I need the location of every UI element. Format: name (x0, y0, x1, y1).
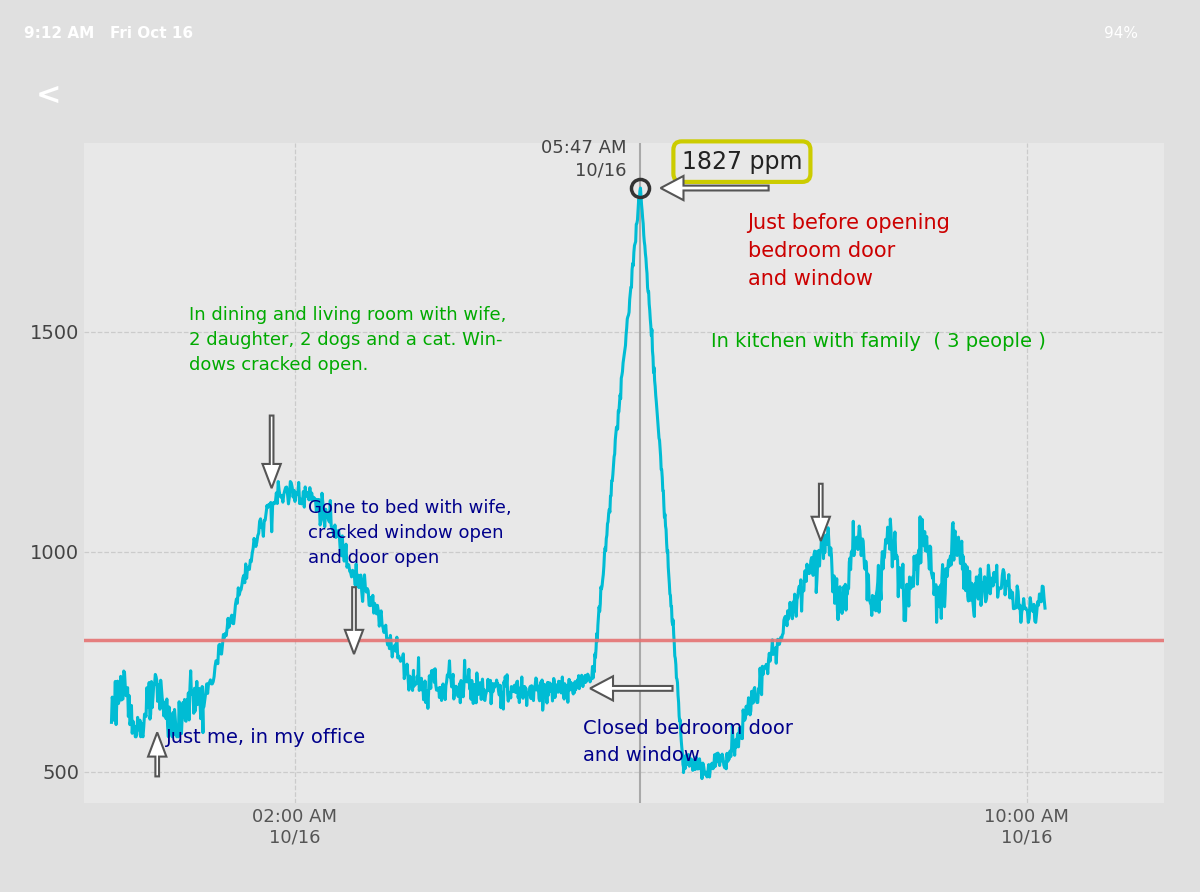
FancyArrow shape (344, 587, 364, 654)
Text: Just me, in my office: Just me, in my office (167, 728, 366, 747)
FancyArrow shape (811, 483, 830, 541)
Text: 1827 ppm: 1827 ppm (682, 150, 802, 174)
FancyArrow shape (661, 176, 769, 200)
Text: <: < (36, 81, 61, 111)
Text: Gone to bed with wife,
cracked window open
and door open: Gone to bed with wife, cracked window op… (308, 500, 512, 567)
Text: Just before opening
bedroom door
and window: Just before opening bedroom door and win… (748, 213, 950, 289)
Text: In dining and living room with wife,
2 daughter, 2 dogs and a cat. Win-
dows cra: In dining and living room with wife, 2 d… (190, 306, 506, 374)
Text: 94%: 94% (1104, 26, 1138, 41)
Text: In kitchen with family  ( 3 people ): In kitchen with family ( 3 people ) (710, 332, 1046, 351)
FancyArrow shape (590, 676, 672, 700)
Text: 9:12 AM   Fri Oct 16: 9:12 AM Fri Oct 16 (24, 26, 193, 41)
Text: 05:47 AM
10/16: 05:47 AM 10/16 (541, 139, 626, 179)
FancyArrow shape (148, 732, 167, 776)
FancyArrow shape (263, 416, 281, 488)
Text: Closed bedroom door
and window: Closed bedroom door and window (583, 719, 793, 764)
